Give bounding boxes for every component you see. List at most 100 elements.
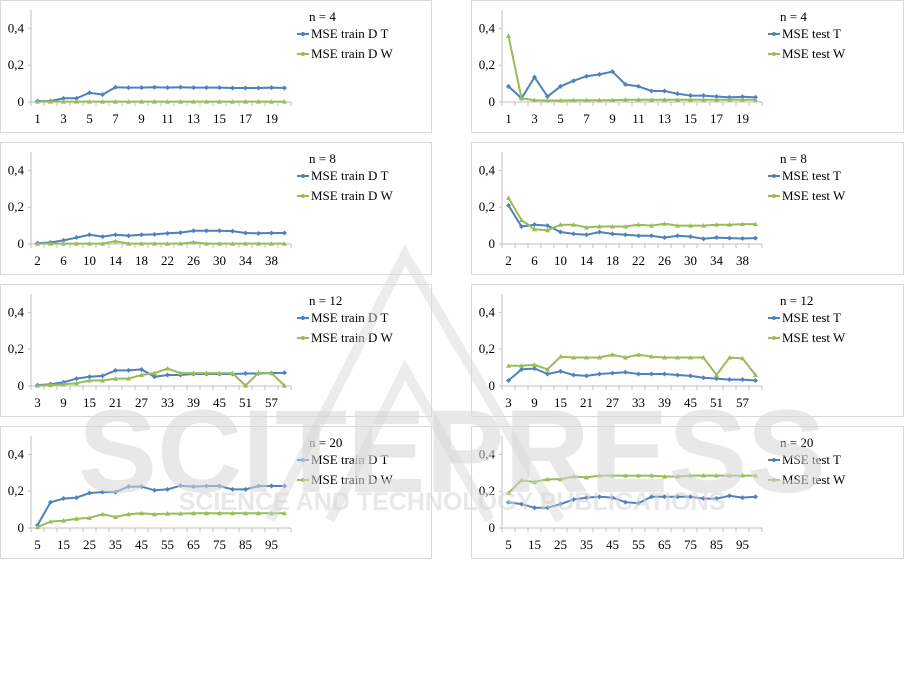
legend-marker: [301, 52, 305, 56]
data-point: [740, 94, 745, 100]
data-point: [61, 99, 66, 104]
data-point: [87, 99, 92, 104]
data-point: [662, 354, 667, 360]
data-point: [584, 232, 589, 238]
y-tick-label: 0,2: [8, 199, 24, 214]
x-tick-label: 2: [505, 253, 512, 268]
data-point: [48, 499, 53, 505]
chart-title: n = 8: [780, 151, 807, 166]
data-point: [87, 377, 92, 383]
data-point: [649, 97, 654, 102]
x-tick-label: 39: [187, 395, 200, 410]
chart-panel: 0 0,2 0,4 1 3 5 7 9 11 13 15 17 19 n = 4 MSE train D T…: [0, 0, 432, 133]
x-tick-label: 14: [109, 253, 123, 268]
data-point: [714, 473, 719, 478]
data-point: [532, 226, 537, 232]
data-point: [623, 369, 628, 375]
data-point: [139, 484, 144, 490]
data-point: [100, 373, 105, 379]
data-point: [48, 519, 53, 524]
data-point: [675, 223, 680, 228]
legend-marker: [772, 52, 776, 56]
data-point: [48, 99, 53, 104]
data-point: [217, 241, 222, 246]
data-point: [753, 235, 758, 241]
data-point: [113, 84, 118, 90]
data-point: [636, 473, 641, 478]
data-point: [623, 232, 628, 238]
y-tick-label: 0: [489, 520, 496, 535]
data-point: [74, 380, 79, 386]
x-tick-label: 26: [658, 253, 672, 268]
data-point: [558, 222, 563, 227]
legend-marker: [301, 32, 305, 36]
data-point: [152, 487, 157, 493]
chart-title: n = 20: [780, 435, 813, 450]
data-point: [597, 224, 602, 229]
x-tick-label: 51: [710, 395, 723, 410]
data-point: [282, 99, 287, 104]
data-point: [701, 473, 706, 478]
data-point: [558, 476, 563, 482]
chart-title: n = 12: [309, 293, 342, 308]
data-point: [35, 99, 40, 104]
y-tick-label: 0,4: [8, 162, 25, 177]
x-tick-label: 7: [583, 111, 590, 126]
data-point: [623, 82, 628, 88]
y-tick-label: 0: [18, 520, 25, 535]
x-tick-label: 10: [83, 253, 96, 268]
x-tick-label: 25: [554, 537, 567, 552]
x-tick-label: 15: [554, 395, 567, 410]
x-tick-label: 21: [580, 395, 593, 410]
y-tick-label: 0,2: [8, 57, 24, 72]
data-point: [558, 98, 563, 103]
chart-title: n = 4: [780, 9, 807, 24]
data-point: [126, 99, 131, 104]
data-point: [152, 370, 157, 376]
data-point: [61, 241, 66, 246]
data-point: [610, 231, 615, 237]
legend-label: MSE train D W: [311, 46, 393, 61]
data-point: [217, 228, 222, 234]
data-point: [558, 83, 563, 89]
data-point: [113, 232, 118, 238]
data-point: [282, 383, 287, 388]
data-point: [243, 486, 248, 492]
x-tick-label: 65: [658, 537, 671, 552]
data-point: [649, 88, 654, 94]
legend-label: MSE test T: [782, 310, 841, 325]
data-point: [204, 241, 209, 246]
data-point: [636, 352, 641, 357]
data-point: [753, 473, 758, 478]
data-point: [230, 85, 235, 91]
chart-svg: 0 0,2 0,4 5 15 25 35 45 55 65 75 85 95 n = 20 MSE test…: [479, 435, 846, 552]
data-point: [558, 229, 563, 235]
data-point: [610, 370, 615, 376]
data-point: [113, 489, 118, 495]
data-point: [243, 510, 248, 516]
x-tick-label: 5: [34, 537, 41, 552]
data-point: [662, 473, 667, 479]
data-point: [649, 371, 654, 377]
data-point: [753, 372, 758, 377]
data-point: [714, 372, 719, 377]
series-line: [507, 204, 756, 240]
legend-marker: [772, 458, 776, 462]
data-point: [152, 374, 157, 380]
data-point: [48, 382, 53, 388]
data-point: [688, 373, 693, 379]
data-point: [178, 230, 183, 236]
data-point: [727, 473, 732, 478]
chart-panel: 0 0,2 0,4 3 9 15 21 27 33 39 45 51 57 n = 12 MSE test …: [471, 284, 904, 417]
x-tick-label: 9: [609, 111, 616, 126]
data-point: [243, 370, 248, 376]
data-point: [714, 376, 719, 382]
data-point: [714, 97, 719, 102]
chart-panel: 0 0,2 0,4 2 6 10 14 18 22 26 30 34 38 n = 8 MSE test T…: [471, 142, 904, 275]
data-point: [584, 97, 589, 103]
chart-title: n = 20: [309, 435, 342, 450]
data-point: [636, 500, 641, 506]
x-tick-label: 18: [135, 253, 148, 268]
x-tick-label: 6: [531, 253, 538, 268]
